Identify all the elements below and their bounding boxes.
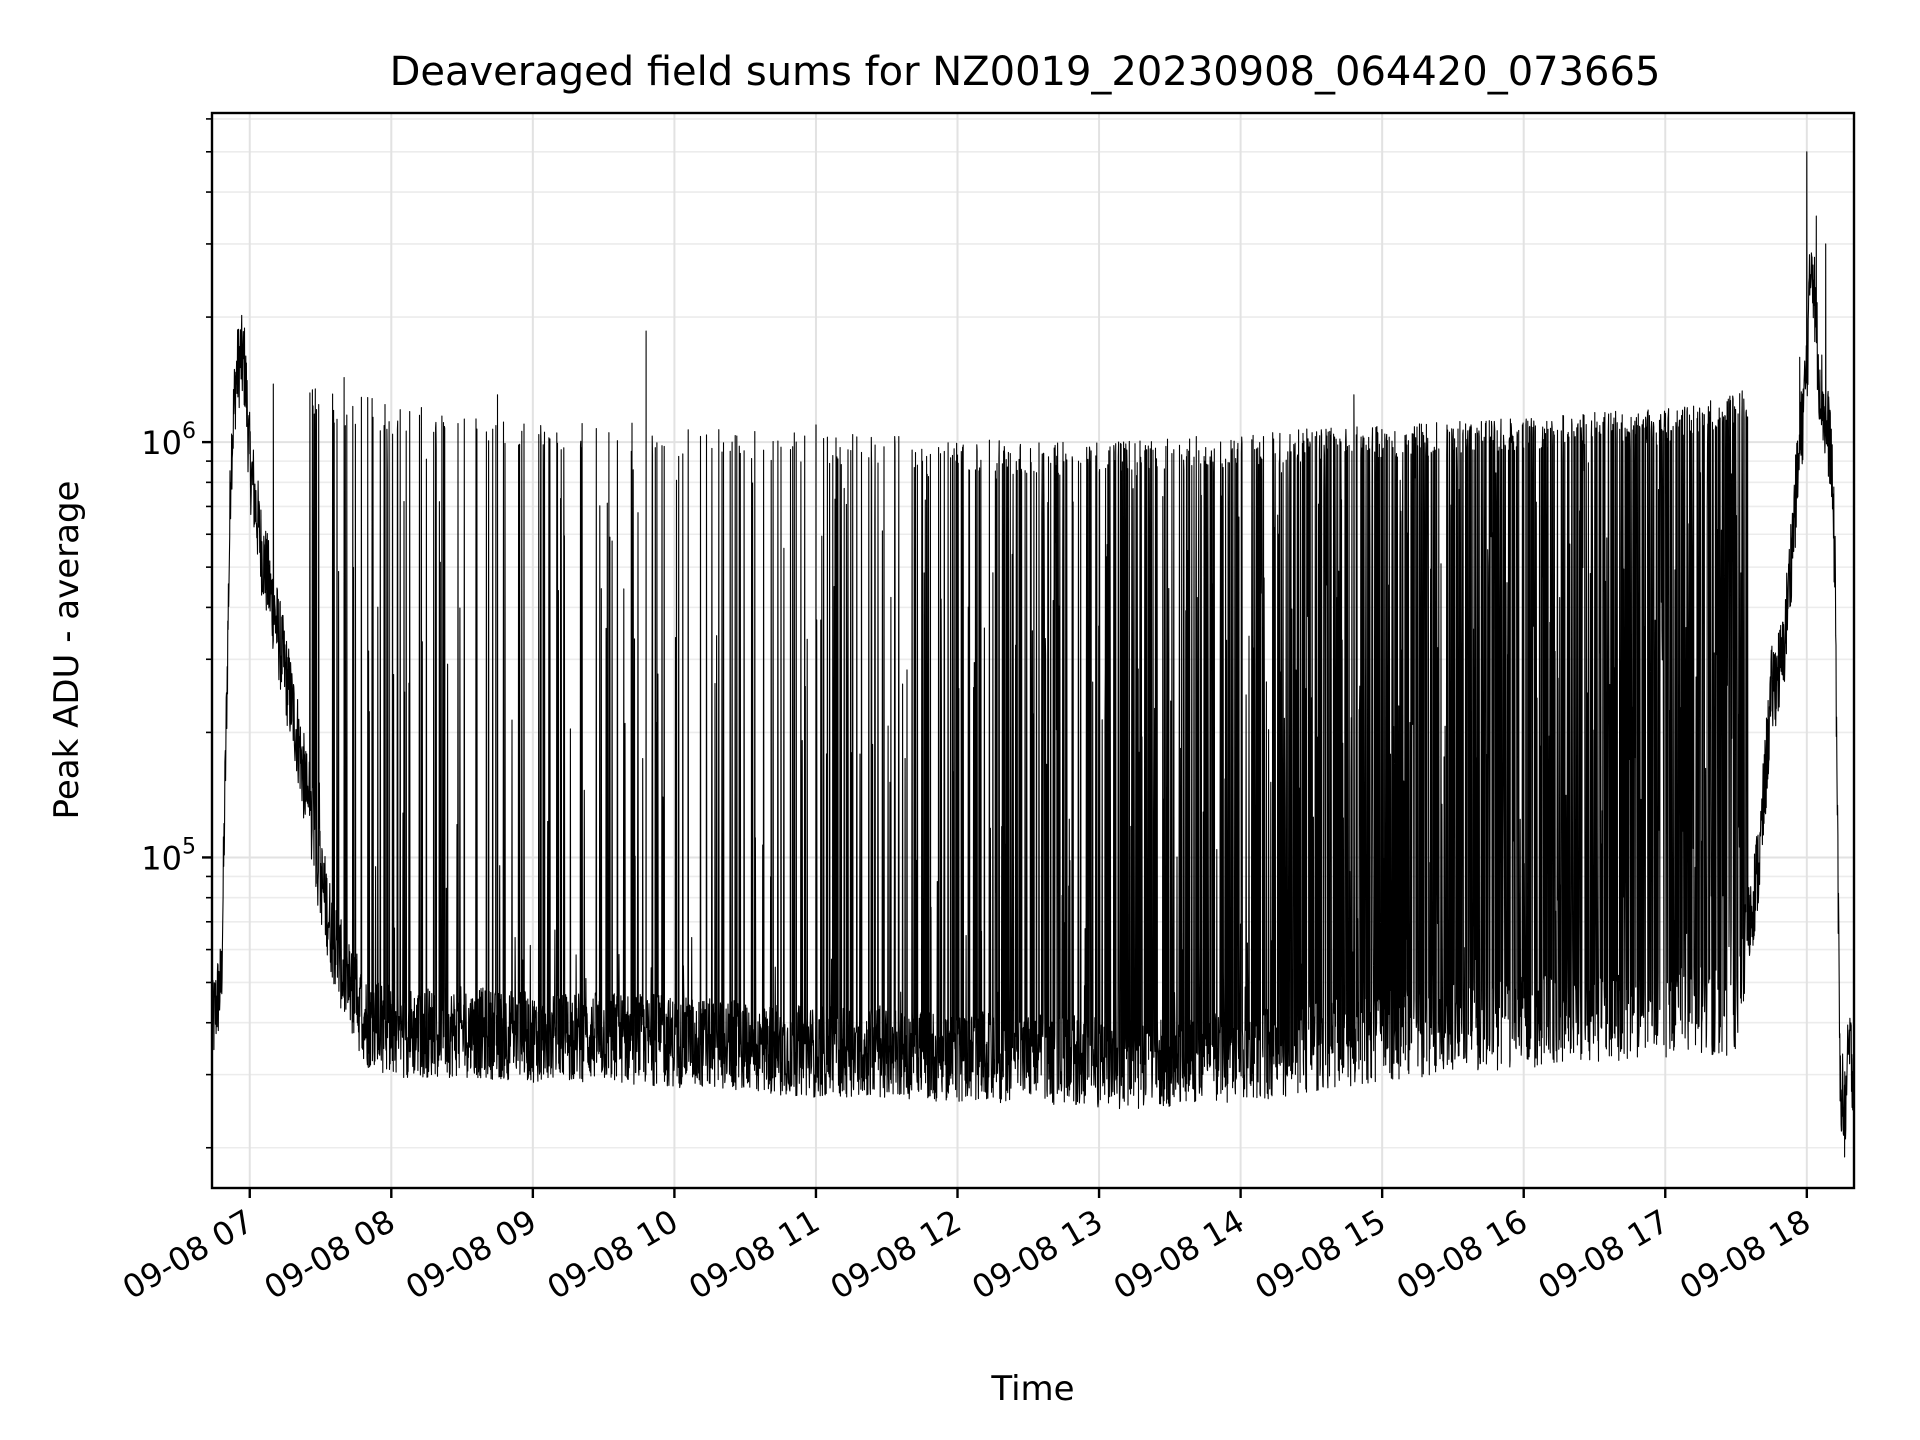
data-line-series xyxy=(211,151,1855,1158)
y-axis-label: Peak ADU - average xyxy=(47,481,87,820)
data-series xyxy=(211,151,1855,1158)
x-axis-label: Time xyxy=(990,1369,1074,1409)
plot-area-frame xyxy=(210,111,1856,1190)
chart-title: Deaveraged field sums for NZ0019_2023090… xyxy=(390,49,1661,95)
